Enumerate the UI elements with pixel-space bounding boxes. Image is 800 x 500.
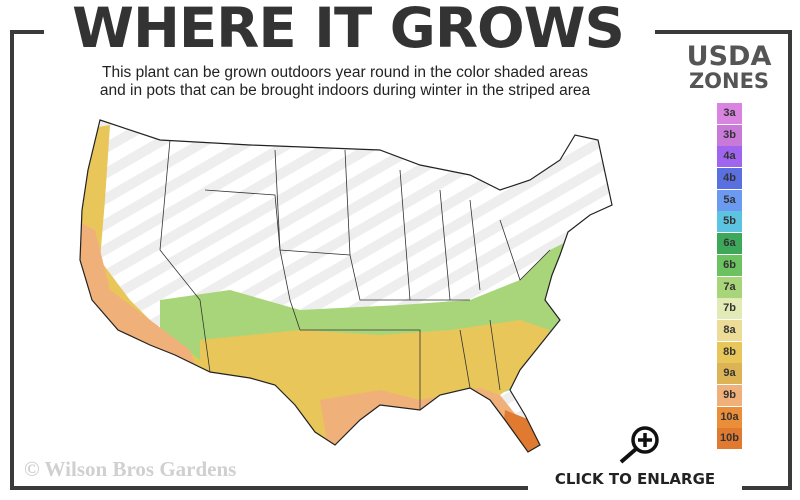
legend-zone-3b: 3b [717,124,742,146]
legend-zone-6b: 6b [717,254,742,276]
frame-top-right [655,30,792,34]
subtitle: This plant can be grown outdoors year ro… [40,64,650,100]
subtitle-line-2: and in pots that can be brought indoors … [99,82,591,99]
legend-zone-6a: 6a [717,233,742,255]
legend-zone-4b: 4b [717,168,742,190]
zone-8-band [200,320,550,452]
zone-legend: 3a 3b 4a 4b 5a 5b 6a 6b 7a 7b 8a 8b 9a 9b 10a 10b [717,103,742,450]
copyright-watermark: © Wilson Bros Gardens [24,457,237,481]
frame-bottom-left [10,486,528,490]
legend-zone-8a: 8a [717,319,742,341]
legend-title-usda: USDA [686,41,772,72]
page-title: WHERE IT GROWS [72,0,625,60]
legend-zone-8b: 8b [717,341,742,363]
legend-zone-10b: 10b [717,428,742,450]
subtitle-line-1: This plant can be grown outdoors year ro… [102,64,588,81]
legend-title-zones: ZONES [688,69,770,93]
frame-right [788,30,792,490]
frame-left [10,30,14,490]
legend-zone-5a: 5a [717,189,742,211]
frame-top-left [10,30,44,34]
frame-bottom-right [742,486,792,490]
legend-zone-7b: 7b [717,298,742,320]
legend-zone-9b: 9b [717,384,742,406]
florida-tip [500,410,545,452]
legend-zone-9a: 9a [717,363,742,385]
legend-zone-7a: 7a [717,276,742,298]
legend-zone-5b: 5b [717,211,742,233]
click-to-enlarge-button[interactable]: CLICK TO ENLARGE [554,470,716,488]
magnifier-plus-icon[interactable] [616,424,664,464]
us-outline [79,119,613,453]
legend-zone-3a: 3a [717,103,742,124]
legend-zone-4a: 4a [717,146,742,168]
us-zone-map[interactable] [70,110,620,460]
legend-title: USDA ZONES [668,41,790,94]
legend-zone-10a: 10a [717,406,742,428]
state-borders [159,139,551,410]
